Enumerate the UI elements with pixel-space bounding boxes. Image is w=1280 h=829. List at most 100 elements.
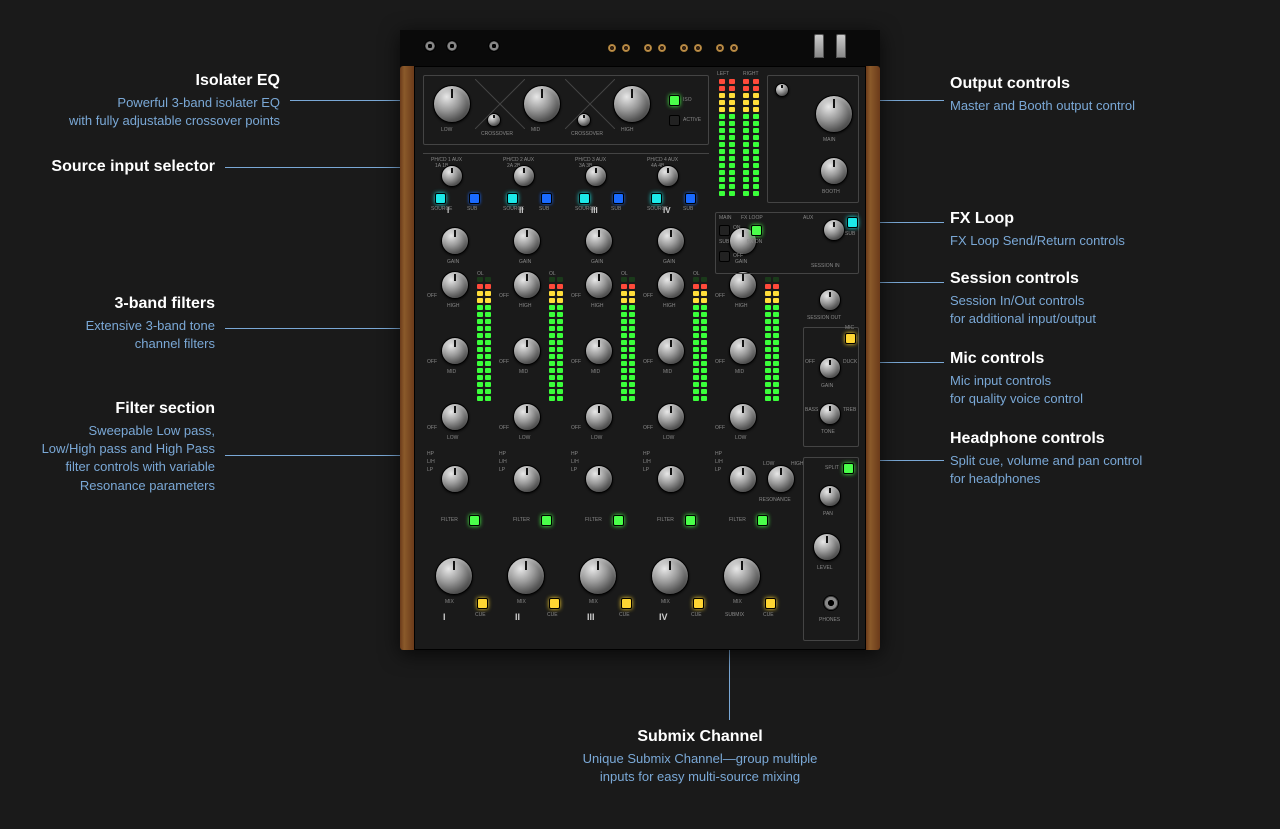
sub-button[interactable] xyxy=(613,193,624,204)
mic-button[interactable] xyxy=(845,333,856,344)
mix-knob[interactable] xyxy=(579,557,617,595)
channel-roman: II xyxy=(519,206,523,215)
sub-button[interactable] xyxy=(469,193,480,204)
gain-label: GAIN xyxy=(519,259,531,265)
eq-knob[interactable] xyxy=(585,271,613,299)
source-button[interactable] xyxy=(435,193,446,204)
output-knob[interactable] xyxy=(820,157,848,185)
filter-knob[interactable] xyxy=(513,465,541,493)
iso-knob[interactable] xyxy=(487,113,501,127)
rca-jack[interactable] xyxy=(680,44,688,52)
cue-button[interactable] xyxy=(549,598,560,609)
rca-jack[interactable] xyxy=(716,44,724,52)
headphone-knob[interactable] xyxy=(819,485,841,507)
rca-jack[interactable] xyxy=(644,44,652,52)
eq-knob[interactable] xyxy=(441,271,469,299)
submix-filter-knob[interactable] xyxy=(729,465,757,493)
sub-button[interactable] xyxy=(685,193,696,204)
mic-knob[interactable] xyxy=(819,403,841,425)
eq-knob[interactable] xyxy=(585,403,613,431)
submix-eq-knob[interactable] xyxy=(729,271,757,299)
session-in-knob[interactable] xyxy=(823,219,845,241)
session-in-sub-button[interactable] xyxy=(847,217,858,228)
filter-button[interactable] xyxy=(613,515,624,526)
rca-jack[interactable] xyxy=(608,44,616,52)
cue-button[interactable] xyxy=(477,598,488,609)
submix-filter-button[interactable] xyxy=(757,515,768,526)
session-out-knob[interactable] xyxy=(819,289,841,311)
source-knob[interactable] xyxy=(513,165,535,187)
output-knob[interactable] xyxy=(815,95,853,133)
gain-knob[interactable] xyxy=(657,227,685,255)
iso-knob[interactable] xyxy=(433,85,471,123)
split-button[interactable] xyxy=(843,463,854,474)
submix-eq-knob[interactable] xyxy=(729,403,757,431)
channel-roman-bottom: IV xyxy=(659,612,668,622)
filter-text: FILTER xyxy=(441,517,458,523)
rca-jack[interactable] xyxy=(694,44,702,52)
binding-post[interactable] xyxy=(836,34,846,58)
iso-knob[interactable] xyxy=(577,113,591,127)
callout-session-controls: Session controls Session In/Out controls… xyxy=(950,270,1230,328)
sub-button[interactable] xyxy=(541,193,552,204)
gain-knob[interactable] xyxy=(513,227,541,255)
fx-off-button[interactable] xyxy=(719,251,730,262)
fx-on-button[interactable] xyxy=(751,225,762,236)
mix-knob[interactable] xyxy=(651,557,689,595)
source-button[interactable] xyxy=(507,193,518,204)
top-jack[interactable] xyxy=(488,40,500,52)
gain-knob[interactable] xyxy=(441,227,469,255)
iso-knob[interactable] xyxy=(613,85,651,123)
headphone-knob[interactable] xyxy=(813,533,841,561)
binding-post[interactable] xyxy=(814,34,824,58)
top-jack[interactable] xyxy=(424,40,436,52)
filter-knob[interactable] xyxy=(585,465,613,493)
iso-button[interactable] xyxy=(669,115,680,126)
callout-isolater-eq: Isolater EQ Powerful 3-band isolater EQw… xyxy=(0,72,280,130)
filter-mode-label: L/H xyxy=(715,459,723,465)
source-knob[interactable] xyxy=(657,165,679,187)
main-meter-right2 xyxy=(753,79,759,196)
mic-knob[interactable] xyxy=(819,357,841,379)
resonance-knob[interactable] xyxy=(767,465,795,493)
rca-jack[interactable] xyxy=(658,44,666,52)
source-knob[interactable] xyxy=(585,165,607,187)
submix-mix-knob[interactable] xyxy=(723,557,761,595)
filter-button[interactable] xyxy=(469,515,480,526)
rca-jack[interactable] xyxy=(730,44,738,52)
eq-knob[interactable] xyxy=(657,403,685,431)
eq-knob[interactable] xyxy=(513,271,541,299)
eq-knob[interactable] xyxy=(657,337,685,365)
iso-button[interactable] xyxy=(669,95,680,106)
eq-knob[interactable] xyxy=(441,337,469,365)
callout-source-selector: Source input selector xyxy=(0,158,215,180)
source-knob[interactable] xyxy=(441,165,463,187)
fx-sub-button[interactable] xyxy=(719,225,730,236)
submix-cue-button[interactable] xyxy=(765,598,776,609)
filter-button[interactable] xyxy=(541,515,552,526)
mix-knob[interactable] xyxy=(507,557,545,595)
headphone-jack[interactable] xyxy=(823,595,839,611)
filter-knob[interactable] xyxy=(441,465,469,493)
source-button[interactable] xyxy=(651,193,662,204)
mix-label: MIX xyxy=(589,599,598,605)
filter-knob[interactable] xyxy=(657,465,685,493)
gain-knob[interactable] xyxy=(585,227,613,255)
filter-button[interactable] xyxy=(685,515,696,526)
eq-knob[interactable] xyxy=(585,337,613,365)
sub-label: SUB xyxy=(845,231,855,237)
eq-knob[interactable] xyxy=(441,403,469,431)
output-trim-knob[interactable] xyxy=(775,83,789,97)
mix-knob[interactable] xyxy=(435,557,473,595)
submix-eq-knob[interactable] xyxy=(729,337,757,365)
eq-knob[interactable] xyxy=(513,403,541,431)
eq-knob[interactable] xyxy=(513,337,541,365)
cue-button[interactable] xyxy=(693,598,704,609)
source-button[interactable] xyxy=(579,193,590,204)
rca-jack[interactable] xyxy=(622,44,630,52)
sub-text: SUB xyxy=(611,206,621,212)
eq-knob[interactable] xyxy=(657,271,685,299)
cue-button[interactable] xyxy=(621,598,632,609)
top-jack[interactable] xyxy=(446,40,458,52)
iso-knob[interactable] xyxy=(523,85,561,123)
